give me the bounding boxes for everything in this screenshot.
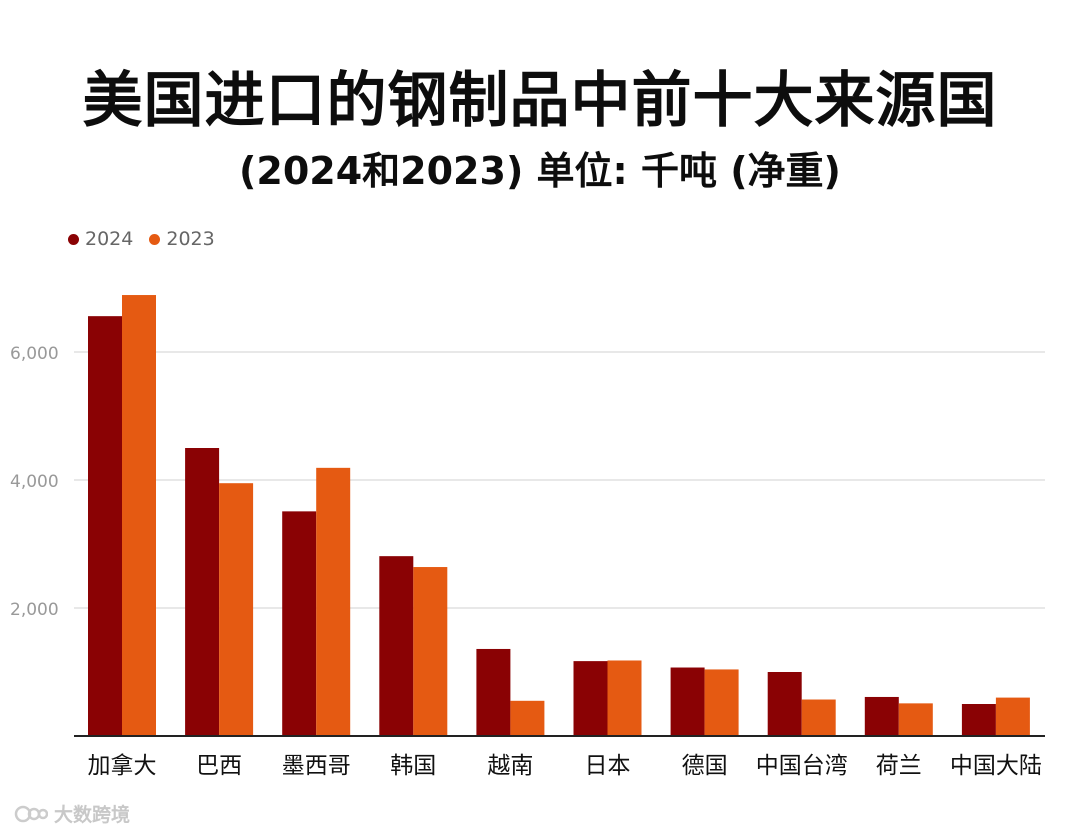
bar-2023 — [801, 699, 836, 736]
chart-subtitle: (2024和2023) 单位: 千吨 (净重) — [239, 149, 841, 193]
bar-2024 — [961, 704, 996, 736]
chart-title: 美国进口的钢制品中前十大来源国 — [82, 66, 998, 136]
x-tick-label: 中国大陆 — [950, 753, 1042, 779]
x-tick-label: 韩国 — [390, 753, 436, 779]
x-tick-label: 荷兰 — [876, 753, 922, 779]
bar-2023 — [704, 669, 739, 736]
bar-2023 — [510, 700, 545, 736]
bar-2024 — [88, 316, 122, 736]
x-tick-label: 墨西哥 — [282, 753, 351, 779]
y-tick-label: 6,000 — [10, 344, 59, 364]
x-tick-label: 日本 — [585, 753, 631, 779]
legend-item-2024[interactable]: 2024 — [68, 228, 133, 250]
bar-2023 — [219, 483, 254, 736]
x-tick-label: 越南 — [487, 753, 533, 779]
bar-2023 — [607, 660, 642, 736]
bar-2023 — [413, 567, 448, 736]
legend-swatch-2023 — [149, 233, 161, 245]
legend-swatch-2024 — [68, 233, 79, 245]
bar-2024 — [767, 672, 802, 736]
chart-legend: 2024 2023 — [68, 228, 215, 250]
bar-2024 — [573, 661, 608, 736]
x-tick-label: 巴西 — [196, 753, 242, 779]
x-tick-label: 德国 — [682, 753, 728, 779]
legend-label-2023: 2023 — [166, 228, 215, 250]
watermark-text: 大数跨境 — [54, 804, 131, 826]
bar-2023 — [122, 295, 156, 736]
watermark-logo-icon — [14, 805, 48, 822]
bar-2023 — [995, 697, 1030, 736]
x-tick-label: 中国台湾 — [756, 753, 848, 779]
watermark: 大数跨境 — [14, 800, 130, 827]
legend-item-2023[interactable]: 2023 — [149, 228, 215, 250]
bar-2024 — [282, 511, 317, 736]
y-tick-label: 4,000 — [10, 472, 59, 492]
bar-2024 — [476, 648, 511, 736]
bar-2024 — [864, 696, 899, 736]
bar-2024 — [670, 667, 705, 736]
y-tick-label: 2,000 — [10, 600, 59, 620]
bar-2024 — [379, 556, 414, 736]
x-tick-label: 加拿大 — [88, 752, 157, 779]
bar-2024 — [185, 448, 220, 736]
legend-label-2024: 2024 — [85, 228, 134, 250]
bar-2023 — [898, 703, 933, 736]
bar-2023 — [316, 467, 351, 736]
